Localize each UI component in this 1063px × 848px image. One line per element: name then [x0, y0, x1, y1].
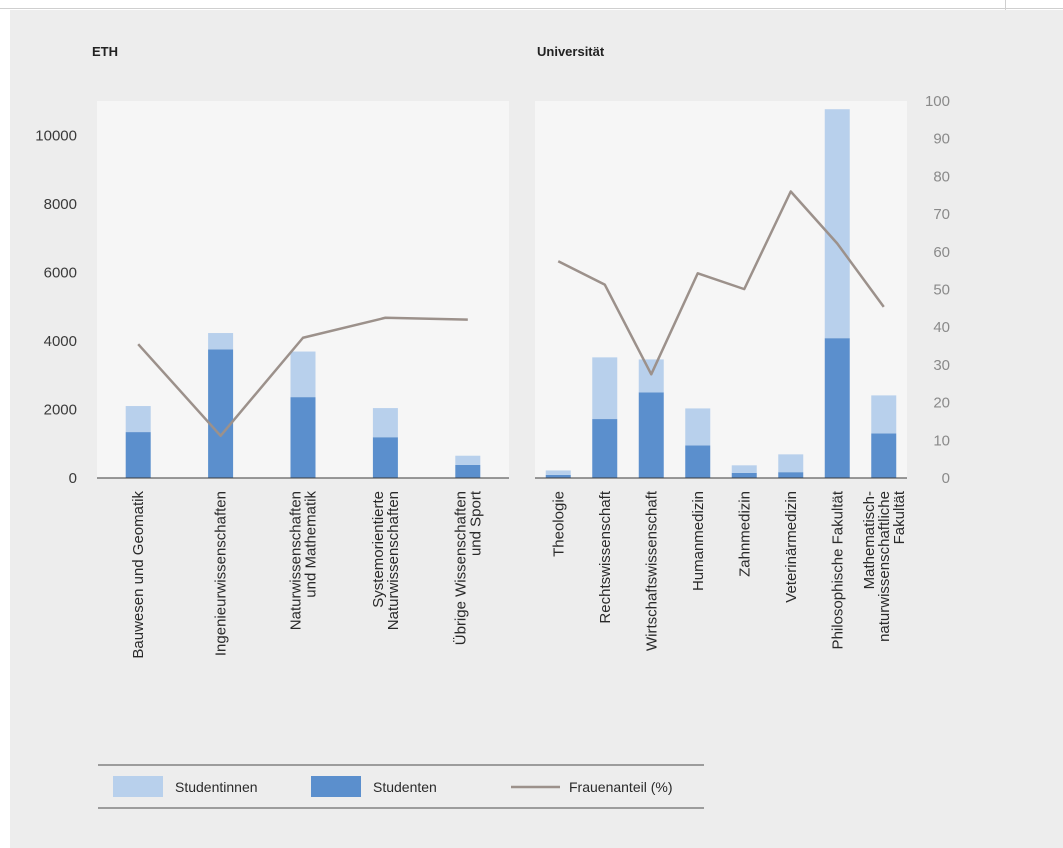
- uni-bar-studenten: [592, 419, 618, 478]
- uni-bar-studenten: [778, 472, 804, 478]
- y-tick-label: 10000: [35, 127, 77, 144]
- uni-category-label: naturwissenschaftliche: [876, 491, 893, 642]
- uni-bar-studentinnen: [592, 357, 618, 420]
- eth-bar-studenten: [290, 397, 316, 478]
- top-frame-tick: [1005, 0, 1006, 16]
- uni-category-label: Fakultät: [891, 490, 908, 544]
- y2-tick-label: 60: [933, 244, 950, 261]
- eth-category-labels: Bauwesen und Geomatik Ingenieurwissenscha…: [130, 490, 484, 658]
- uni-bar-studentinnen: [545, 470, 571, 475]
- y2-tick-label: 0: [942, 470, 950, 487]
- eth-category-label: und Mathematik: [303, 491, 320, 598]
- y2-tick-label: 70: [933, 206, 950, 223]
- uni-category-label: Wirtschaftswissenschaft: [643, 490, 660, 651]
- y2-tick-label: 30: [933, 357, 950, 374]
- eth-bar-studentinnen: [208, 333, 234, 350]
- uni-bar-studenten: [871, 433, 897, 478]
- uni-right-axis-ticks: 0 10 20 30 40 50 60 70 80 90 100: [925, 93, 950, 487]
- y2-tick-label: 90: [933, 131, 950, 148]
- uni-category-label: Humanmedizin: [690, 491, 707, 591]
- eth-panel-title: ETH: [92, 44, 118, 59]
- legend-swatch-studentinnen: [113, 776, 163, 797]
- eth-line-frauenanteil: [137, 316, 468, 438]
- y2-tick-label: 10: [933, 432, 950, 449]
- uni-panel-title: Universität: [537, 44, 605, 59]
- uni-plot-marks: [535, 109, 907, 479]
- eth-bar-studentinnen: [125, 406, 151, 433]
- uni-bar-studentinnen: [824, 109, 850, 339]
- uni-bar-studentinnen: [778, 454, 804, 473]
- eth-category-label: Übrige Wissenschaften: [451, 491, 469, 645]
- uni-category-label: Zahnmedizin: [736, 491, 753, 577]
- y-tick-label: 4000: [44, 333, 77, 350]
- eth-bar-studenten: [125, 432, 151, 478]
- y2-tick-label: 40: [933, 319, 950, 336]
- uni-category-label: Philosophische Fakultät: [829, 490, 846, 649]
- uni-plot-area: [535, 101, 907, 478]
- uni-bar-studenten: [685, 445, 711, 478]
- legend-label-studenten: Studenten: [373, 779, 437, 795]
- eth-category-label: Ingenieurwissenschaften: [213, 491, 230, 656]
- uni-bar-studenten: [545, 474, 571, 478]
- legend-label-frauenanteil: Frauenanteil (%): [569, 779, 673, 795]
- eth-bar-studenten: [455, 464, 481, 478]
- legend: Studentinnen Studenten Frauenanteil (%): [98, 764, 704, 809]
- eth-bar-studentinnen: [372, 408, 398, 438]
- uni-category-label: Rechtswissenschaft: [597, 490, 614, 623]
- uni-bar-studentinnen: [871, 395, 897, 434]
- uni-bar-studentinnen: [638, 359, 664, 393]
- uni-category-label: Veterinärmedizin: [783, 491, 800, 603]
- uni-bar-studentinnen: [685, 408, 711, 446]
- eth-plot-marks: [97, 316, 509, 479]
- uni-bar-studenten: [638, 392, 664, 478]
- uni-bar-studenten: [824, 338, 850, 478]
- y-tick-label: 0: [69, 470, 77, 487]
- eth-y-axis-ticks: 0 2000 4000 6000 8000 10000: [35, 127, 77, 487]
- uni-category-label: Theologie: [550, 491, 567, 557]
- eth-category-label: Naturwissenschaften: [385, 491, 402, 630]
- uni-bar-studentinnen: [731, 465, 757, 473]
- y2-tick-label: 20: [933, 395, 950, 412]
- eth-bar-studentinnen: [455, 455, 481, 465]
- eth-category-label: Naturwissenschaften: [288, 491, 305, 630]
- y2-tick-label: 80: [933, 168, 950, 185]
- legend-label-studentinnen: Studentinnen: [175, 779, 258, 795]
- y-tick-label: 8000: [44, 196, 77, 213]
- uni-line-frauenanteil: [557, 190, 885, 376]
- eth-bar-studenten: [208, 349, 234, 478]
- legend-swatch-studenten: [311, 776, 361, 797]
- uni-category-labels: Theologie Rechtswissenschaft Wirtschaftswi…: [550, 490, 908, 651]
- eth-category-label: und Sport: [467, 490, 484, 556]
- eth-bar-studentinnen: [290, 351, 316, 398]
- y-tick-label: 2000: [44, 401, 77, 418]
- top-frame-line: [0, 0, 1063, 9]
- eth-category-label: Bauwesen und Geomatik: [130, 491, 147, 659]
- uni-category-label: Mathematisch-: [861, 491, 878, 589]
- y2-tick-label: 50: [933, 282, 950, 299]
- y2-tick-label: 100: [925, 93, 950, 110]
- eth-bar-studenten: [372, 437, 398, 478]
- eth-category-label: Systemorientierte: [370, 491, 387, 608]
- uni-bar-studenten: [731, 472, 757, 478]
- y-tick-label: 6000: [44, 264, 77, 281]
